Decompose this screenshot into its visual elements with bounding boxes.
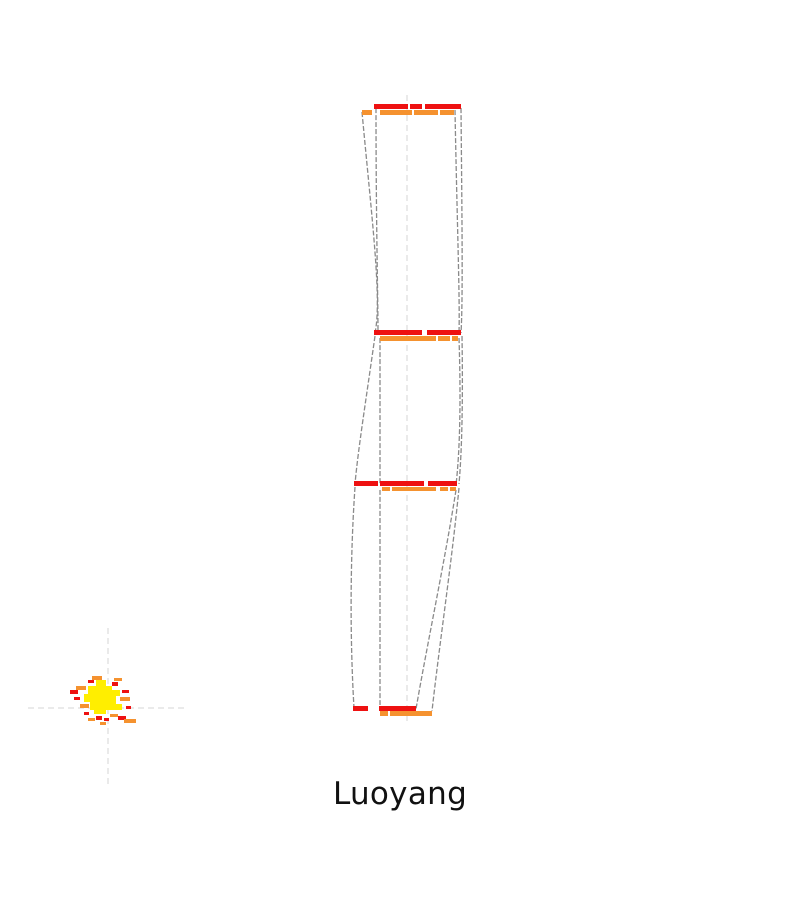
connector-mid-right-b (458, 335, 464, 485)
connector-curves (350, 107, 464, 712)
connector-low-right-b (431, 487, 460, 712)
connector-left-inner (375, 107, 379, 334)
connector-mid-left-a (354, 335, 376, 485)
connector-low-right-a (415, 489, 457, 710)
diagram-caption: Luoyang (332, 776, 468, 812)
level-3-bands (354, 481, 457, 491)
connector-mid-right-a (455, 337, 461, 486)
level-1-bands (362, 104, 461, 115)
connector-right-outer (460, 107, 463, 334)
level-4-bands (353, 706, 432, 716)
connector-right-inner (454, 109, 460, 334)
cluster-marker (28, 628, 188, 788)
level-2-bands (374, 330, 461, 341)
connector-left-outer (361, 111, 378, 334)
connector-low-left-a (350, 486, 356, 709)
